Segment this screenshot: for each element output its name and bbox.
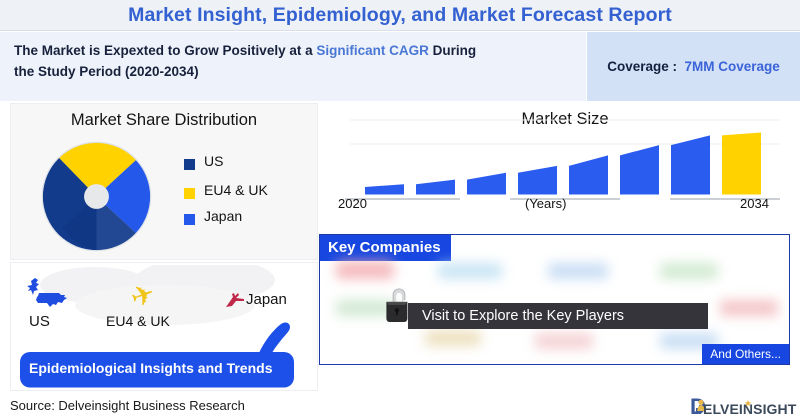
svg-text:2034: 2034 (740, 196, 769, 211)
svg-text:2020: 2020 (338, 196, 367, 211)
svg-text:(Years): (Years) (525, 196, 566, 211)
